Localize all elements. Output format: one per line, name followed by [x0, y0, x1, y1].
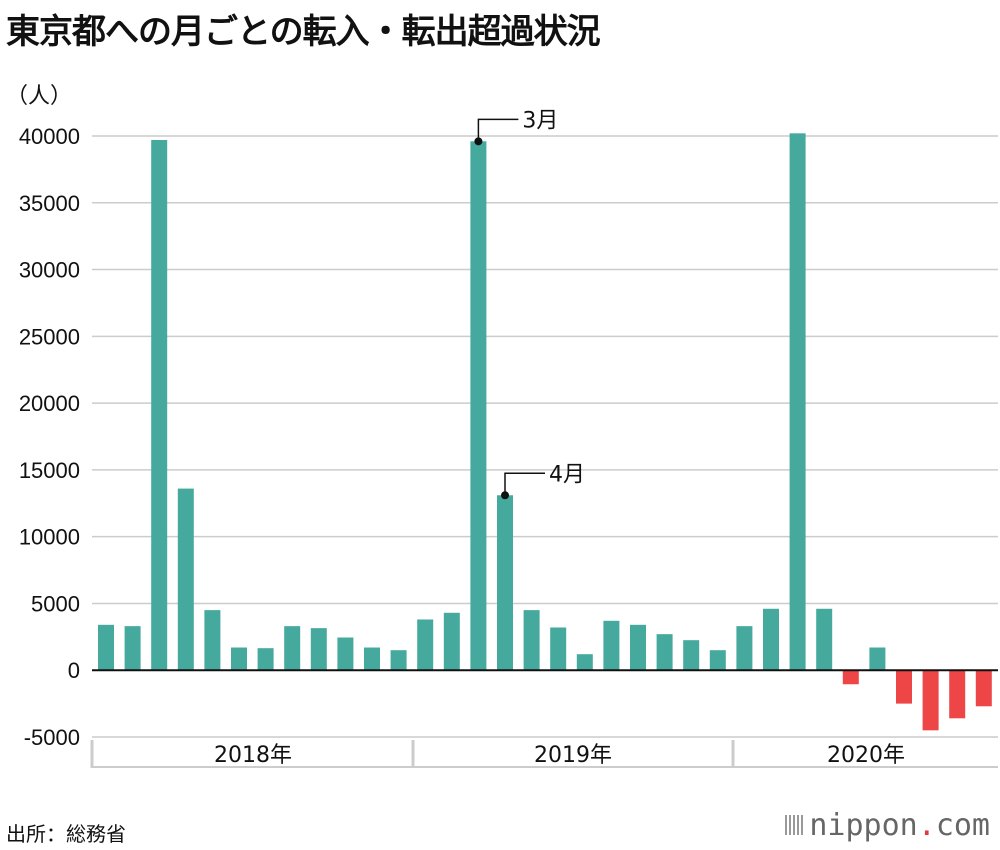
- bar: [630, 624, 646, 671]
- nippon-logo: nippon.com: [785, 808, 990, 843]
- logo-bars-icon: [785, 815, 804, 835]
- y-tick-label: 30000: [19, 258, 80, 283]
- bar: [124, 626, 141, 671]
- bar: [364, 647, 380, 671]
- annotation-leader: [504, 472, 545, 496]
- bar: [736, 626, 753, 671]
- bar: [390, 650, 407, 671]
- bar: [576, 654, 593, 671]
- bar: [337, 637, 354, 671]
- bar: [177, 488, 194, 671]
- bar: [443, 612, 460, 671]
- bar: [231, 647, 247, 671]
- annotation-label: 4月: [549, 462, 585, 487]
- bar: [603, 620, 620, 671]
- bar: [417, 619, 434, 671]
- bar: [550, 627, 567, 671]
- bar: [789, 133, 806, 671]
- chart-title: 東京都への月ごとの転入・転出超過状況: [6, 12, 601, 52]
- bar: [470, 141, 487, 671]
- logo-dot: .: [917, 808, 936, 843]
- bar: [763, 608, 779, 671]
- logo-name: nippon: [809, 808, 918, 843]
- y-tick-label: 10000: [19, 525, 80, 550]
- x-group-label: 2020年: [827, 743, 905, 768]
- bar: [709, 650, 726, 671]
- bar: [310, 628, 327, 671]
- source-note: 出所：総務省: [6, 822, 126, 846]
- bar: [842, 670, 859, 685]
- bar: [683, 640, 700, 671]
- bar: [816, 608, 833, 671]
- bar: [151, 140, 168, 671]
- y-tick-label: 5000: [31, 591, 80, 616]
- bar: [975, 670, 992, 707]
- x-group-label: 2018年: [214, 743, 292, 768]
- y-tick-label: 40000: [19, 124, 80, 149]
- y-axis-unit: （人）: [6, 84, 73, 109]
- annotation-dot: [501, 491, 509, 500]
- bar: [257, 648, 274, 671]
- bar: [922, 670, 939, 731]
- bar: [656, 634, 673, 671]
- logo-suffix: com: [935, 808, 990, 843]
- bar: [497, 495, 513, 671]
- bar: [896, 670, 912, 704]
- annotation-leader: [477, 118, 519, 142]
- bar: [98, 624, 114, 671]
- bar: [949, 670, 966, 719]
- y-tick-label: 25000: [19, 324, 80, 349]
- y-tick-label: 15000: [19, 458, 80, 483]
- bar-chart: 40000 35000 30000 25000 20000 15000 10000 5000 0…: [19, 108, 998, 768]
- y-tick-label: 35000: [19, 191, 80, 216]
- y-tick-label: 0: [68, 658, 80, 683]
- bar: [284, 626, 301, 671]
- bar: [869, 647, 886, 671]
- annotation-label: 3月: [522, 108, 558, 133]
- bar: [204, 610, 221, 671]
- bar: [523, 610, 540, 671]
- annotation-dot: [474, 137, 483, 146]
- y-tick-label: -5000: [24, 725, 80, 750]
- x-group-label: 2019年: [534, 743, 612, 768]
- y-tick-label: 20000: [19, 391, 80, 416]
